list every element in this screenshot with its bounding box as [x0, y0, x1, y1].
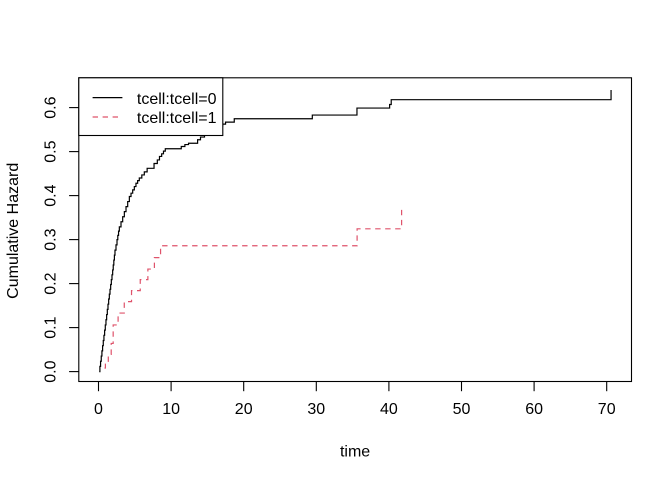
svg-text:time: time [340, 443, 370, 460]
svg-text:0.0: 0.0 [43, 360, 60, 382]
svg-text:0.3: 0.3 [43, 228, 60, 250]
svg-text:30: 30 [307, 401, 325, 418]
svg-text:0.4: 0.4 [43, 184, 60, 206]
svg-text:0.6: 0.6 [43, 96, 60, 118]
svg-text:50: 50 [453, 401, 471, 418]
svg-text:tcell:tcell=0: tcell:tcell=0 [137, 91, 217, 108]
svg-text:40: 40 [380, 401, 398, 418]
svg-text:0.2: 0.2 [43, 272, 60, 294]
svg-text:0: 0 [94, 401, 103, 418]
svg-text:70: 70 [598, 401, 616, 418]
svg-text:Cumulative Hazard: Cumulative Hazard [5, 163, 22, 299]
svg-text:0.1: 0.1 [43, 316, 60, 338]
svg-text:20: 20 [235, 401, 253, 418]
svg-text:0.5: 0.5 [43, 140, 60, 162]
svg-text:10: 10 [162, 401, 180, 418]
svg-text:tcell:tcell=1: tcell:tcell=1 [137, 110, 217, 127]
svg-text:60: 60 [525, 401, 543, 418]
